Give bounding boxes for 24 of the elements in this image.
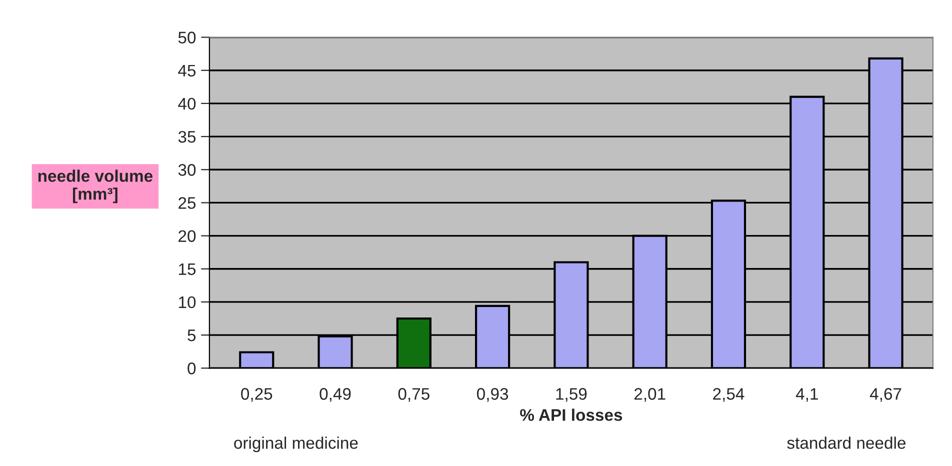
y-tick-label: 30 xyxy=(178,164,196,176)
y-tick-label: 40 xyxy=(178,98,196,110)
text: standard needle xyxy=(787,436,906,449)
x-tick-label: 1,59 xyxy=(556,388,587,402)
x-axis-title: % API losses xyxy=(520,408,622,421)
y-axis-title: needle volume [mm³] xyxy=(38,170,153,204)
x-tick-label: 2,01 xyxy=(634,388,666,402)
x-tick-label: 2,54 xyxy=(713,388,744,402)
y-tick-label: 0 xyxy=(188,362,196,374)
x-tick-label: 0,75 xyxy=(398,388,430,402)
y-tick-label: 20 xyxy=(178,230,196,242)
x-tick-label: 0,93 xyxy=(476,388,508,402)
x-tick-label: 4,1 xyxy=(796,388,818,402)
text: original medicine xyxy=(234,436,358,452)
y-tick-label: 5 xyxy=(188,330,196,342)
y-tick-label: 10 xyxy=(178,296,196,308)
x-tick-label: 4,67 xyxy=(870,388,902,402)
x-tick-label: 0,25 xyxy=(241,388,272,402)
y-tick-label: 50 xyxy=(178,32,196,44)
y-tick-label: 35 xyxy=(178,130,196,143)
y-tick-label: 45 xyxy=(178,64,196,77)
y-tick-label: 15 xyxy=(178,263,196,276)
y-tick-label: 25 xyxy=(178,197,196,209)
x-tick-label: 0,49 xyxy=(320,388,351,402)
